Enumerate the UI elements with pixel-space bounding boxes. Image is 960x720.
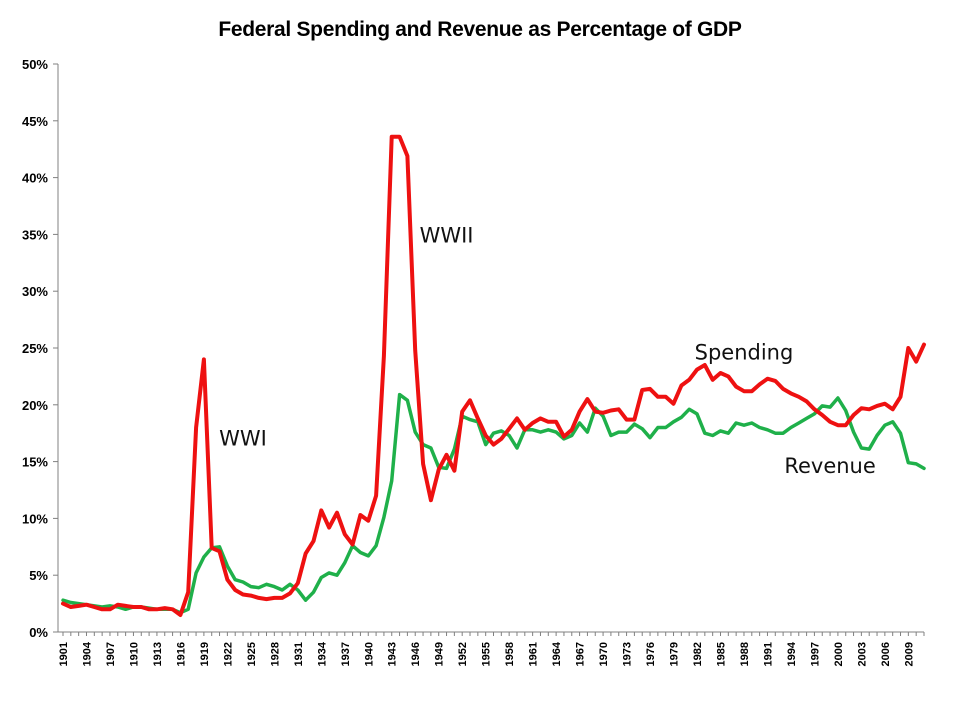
x-tick-label: 1970	[598, 642, 610, 666]
annotation-wwi: WWI	[219, 427, 267, 451]
x-tick-label: 1940	[363, 642, 375, 666]
x-tick-label: 1979	[669, 642, 681, 666]
x-tick-label: 1919	[199, 642, 211, 666]
x-tick-label: 1901	[58, 642, 70, 666]
x-tick-label: 1928	[269, 642, 281, 666]
x-tick-label: 1904	[81, 641, 93, 666]
x-tick-label: 1988	[739, 642, 751, 666]
x-tick-label: 1961	[528, 642, 540, 666]
x-tick-label: 1985	[715, 642, 727, 666]
x-tick-label: 1949	[434, 642, 446, 666]
x-tick-label: 1952	[457, 642, 469, 666]
y-tick-label: 5%	[29, 568, 48, 583]
x-tick-label: 1916	[175, 642, 187, 666]
annotation-revenue: Revenue	[784, 454, 875, 478]
x-tick-label: 2009	[903, 642, 915, 666]
y-tick-label: 0%	[29, 625, 48, 640]
x-tick-label: 1967	[575, 642, 587, 666]
x-tick-label: 1934	[316, 641, 328, 666]
x-tick-label: 2000	[833, 642, 845, 666]
x-tick-label: 1973	[622, 642, 634, 666]
y-tick-label: 10%	[22, 511, 48, 526]
x-tick-label: 1943	[387, 642, 399, 666]
y-tick-label: 50%	[22, 57, 48, 72]
x-tick-label: 1955	[481, 642, 493, 666]
x-tick-label: 2003	[856, 642, 868, 666]
x-tick-label: 1925	[246, 642, 258, 666]
x-tick-label: 1937	[340, 642, 352, 666]
series-line-revenue	[61, 392, 926, 615]
x-tick-label: 1997	[809, 642, 821, 666]
x-tick-label: 1931	[293, 642, 305, 666]
y-tick-label: 15%	[22, 455, 48, 470]
y-tick-label: 45%	[22, 114, 48, 129]
x-tick-label: 1964	[551, 641, 563, 666]
x-tick-label: 1976	[645, 642, 657, 666]
chart-title: Federal Spending and Revenue as Percenta…	[218, 18, 742, 41]
x-tick-label: 1994	[786, 641, 798, 666]
x-tick-label: 1907	[105, 642, 117, 666]
annotation-spending: Spending	[695, 340, 794, 364]
y-tick-label: 25%	[22, 341, 48, 356]
y-tick-label: 20%	[22, 398, 48, 413]
annotation-wwii: WWII	[420, 223, 474, 247]
x-tick-label: 1922	[222, 642, 234, 666]
y-tick-label: 40%	[22, 171, 48, 186]
x-tick-label: 1982	[692, 642, 704, 666]
x-tick-label: 1910	[128, 642, 140, 666]
x-tick-label: 1958	[504, 642, 516, 666]
x-tick-label: 2006	[880, 642, 892, 666]
x-tick-label: 1946	[410, 642, 422, 666]
y-tick-label: 35%	[22, 227, 48, 242]
x-tick-label: 1991	[762, 642, 774, 666]
x-tick-label: 1913	[152, 642, 164, 666]
series-line-spending	[61, 134, 926, 617]
y-tick-label: 30%	[22, 284, 48, 299]
